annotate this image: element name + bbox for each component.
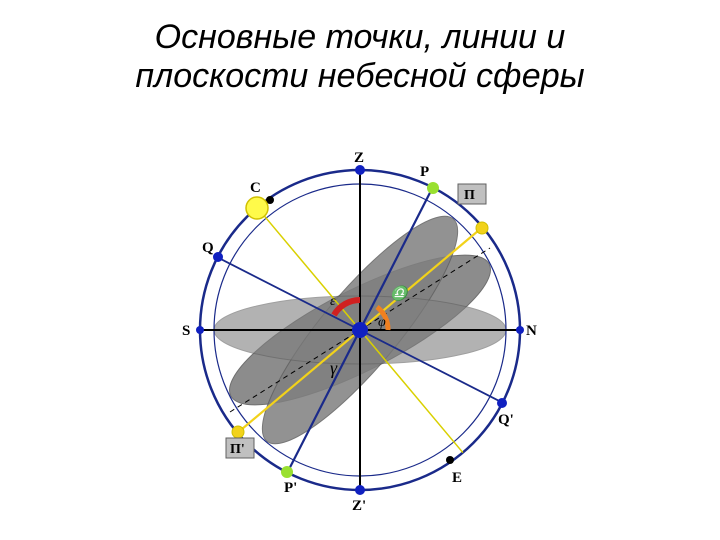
label-N: N [526, 323, 537, 339]
label-Piprime: П' [230, 442, 245, 457]
label-libra: ♎ [390, 285, 410, 302]
label-Q: Q [202, 240, 214, 256]
label-Pprime: P' [284, 480, 297, 496]
slide-title: Основные точки, линии и плоскости небесн… [0, 18, 720, 96]
center-dot [352, 322, 368, 338]
label-epsilon: ε [330, 294, 336, 309]
label-Qprime: Q' [498, 412, 514, 428]
title-line-2: плоскости небесной сферы [135, 57, 584, 95]
label-E: E [452, 470, 462, 486]
label-S: S [182, 323, 190, 339]
label-aries: γ [330, 358, 338, 378]
label-C: C [250, 180, 261, 196]
label-Z: Z [354, 150, 364, 166]
celestial-sphere-diagram: Z Z' P P' N S E C Q Q' П П' ε φ γ ♎ [180, 130, 540, 510]
label-P: P [420, 164, 429, 180]
sun-icon [246, 197, 268, 219]
label-Zprime: Z' [352, 498, 366, 514]
label-Pi: П [464, 188, 475, 203]
title-line-1: Основные точки, линии и [155, 18, 566, 56]
label-phi: φ [378, 315, 386, 330]
